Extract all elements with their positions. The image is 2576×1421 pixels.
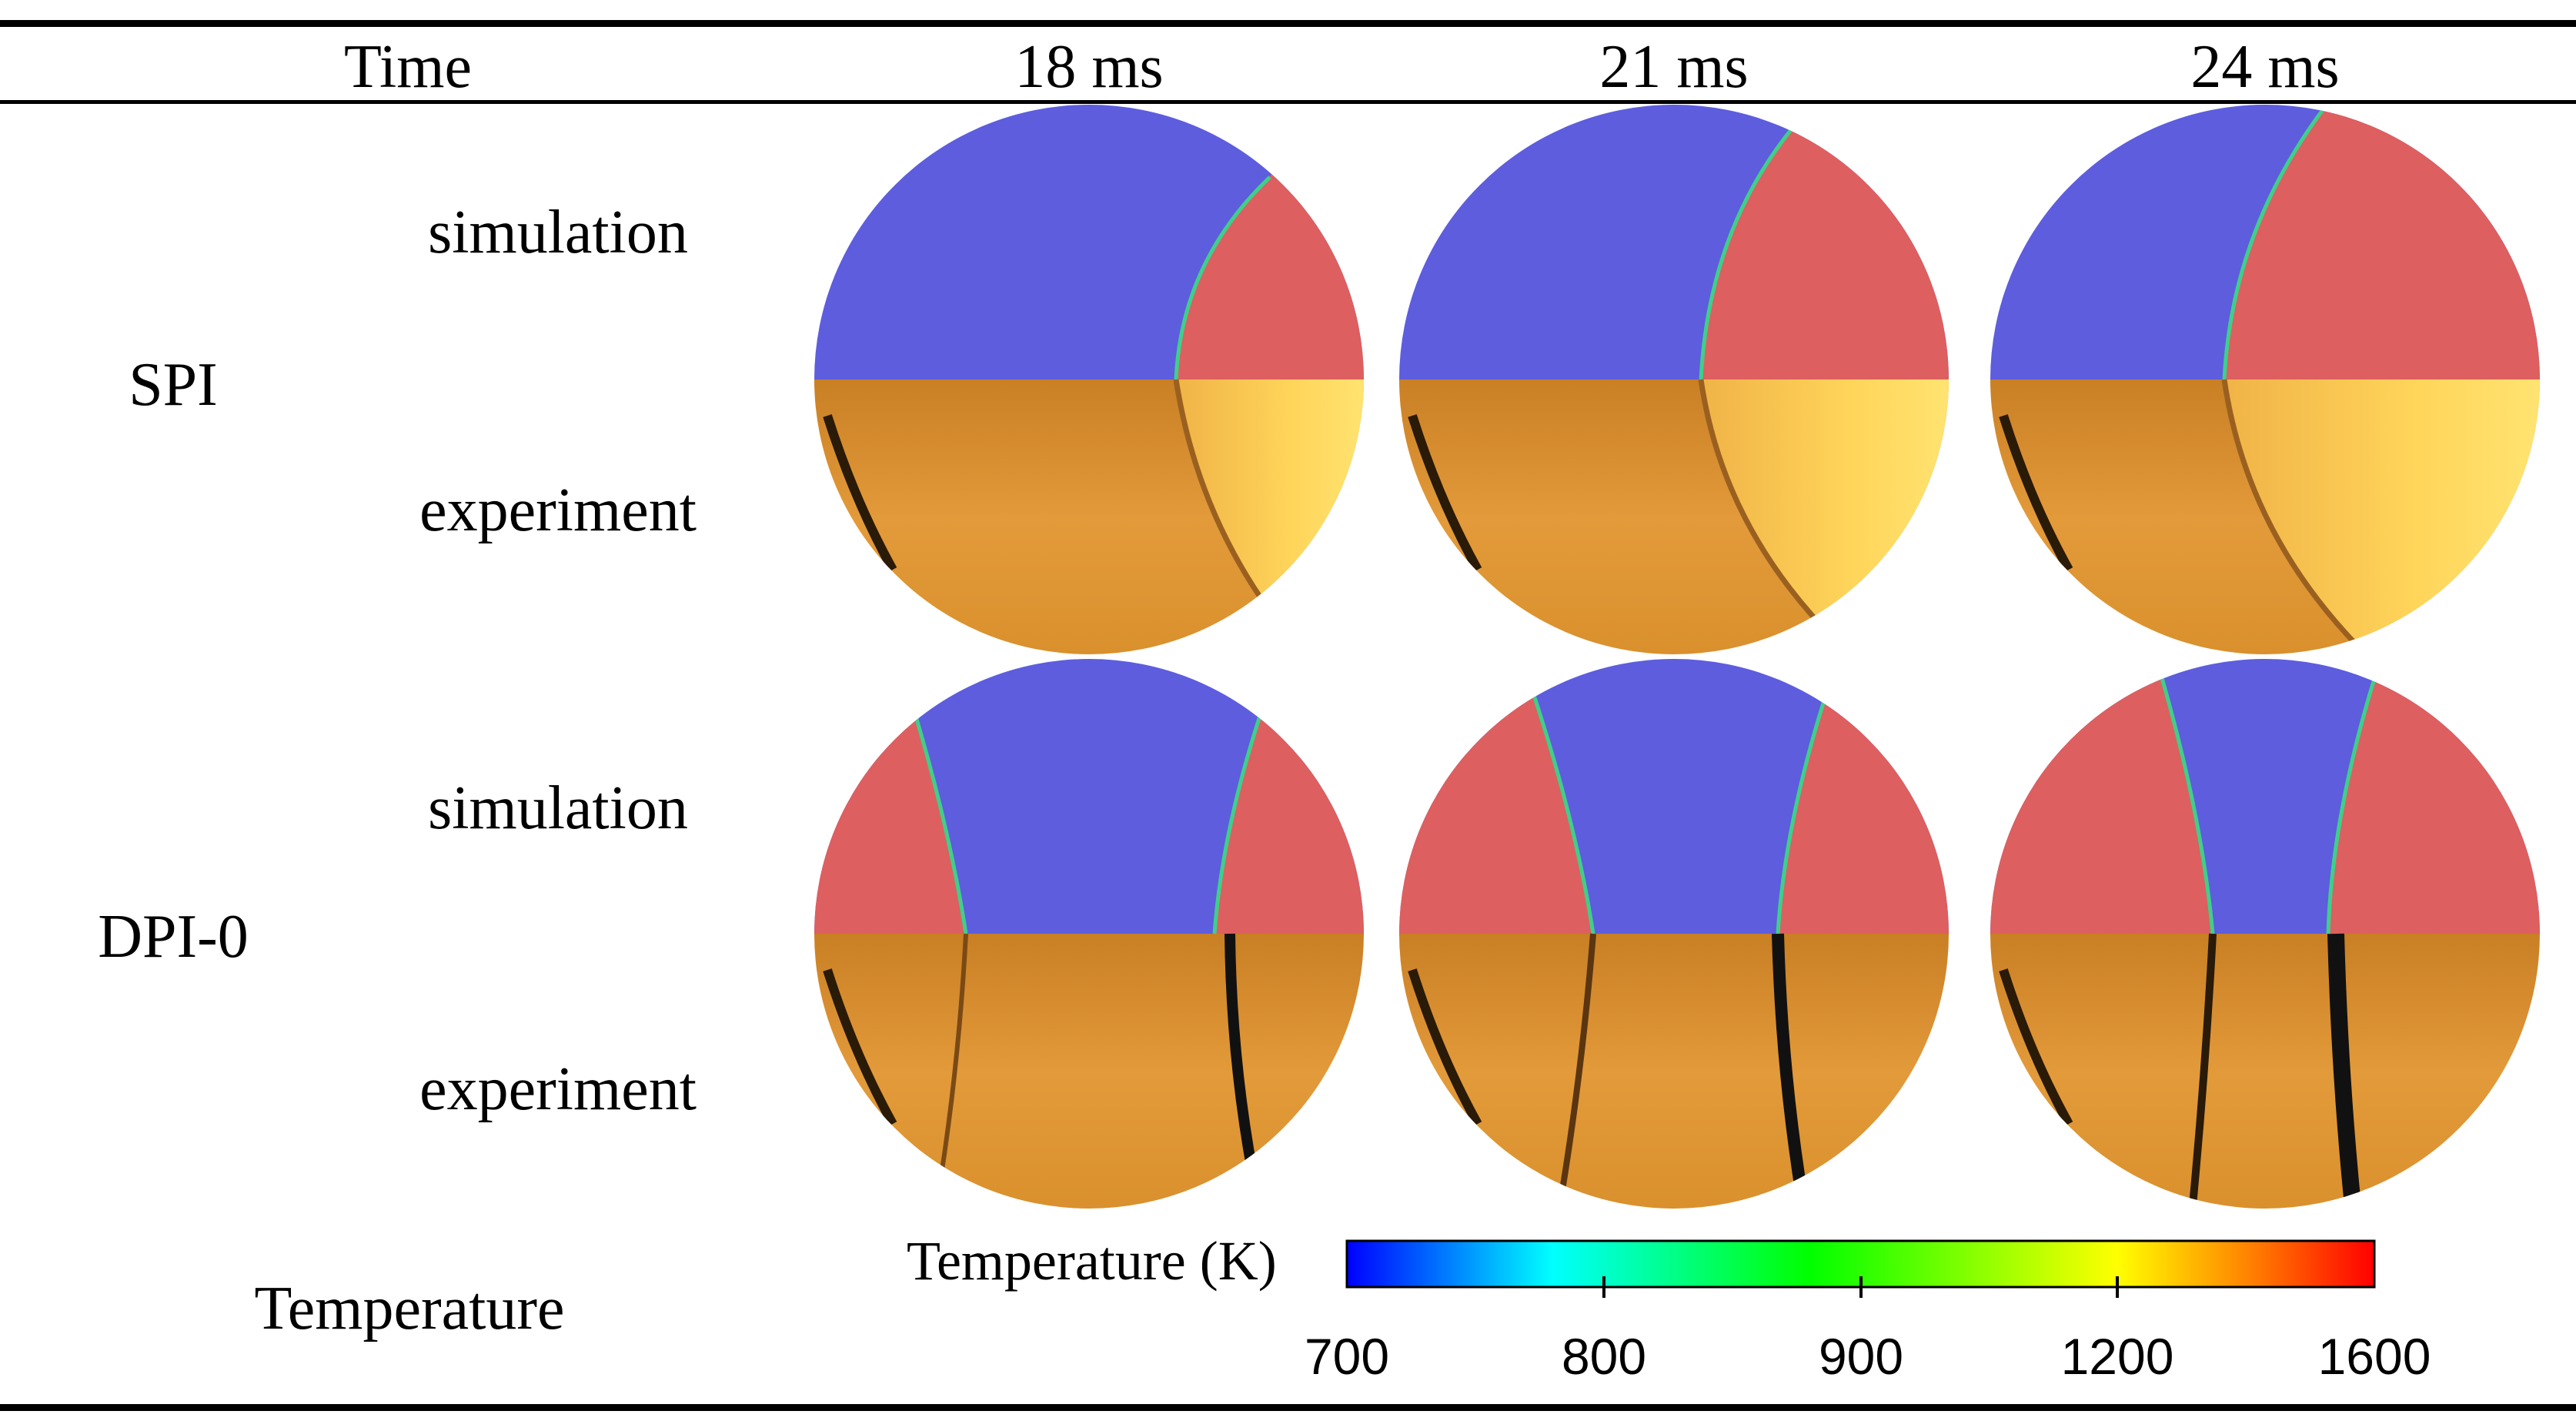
panel-spi-18ms [814, 105, 1364, 654]
exp-front-left [2188, 933, 2217, 1209]
header-rule [0, 100, 2576, 104]
flame-front-line [1699, 125, 1795, 380]
exp-dark-streak [1408, 968, 1482, 1126]
exp-dark-streak [1999, 414, 2073, 572]
panel-dpi0-24ms [1990, 659, 2540, 1209]
column-header-3: 24 ms [2190, 33, 2340, 101]
column-header-2: 21 ms [1599, 33, 1749, 101]
flame-front-right [2326, 659, 2384, 935]
colorbar-tick-label-1600: 1600 [2317, 1328, 2431, 1385]
exp-half [814, 934, 1364, 1209]
row-label-dpi0-experiment: experiment [419, 1055, 697, 1123]
time-header: Time [343, 33, 473, 101]
panel-spi-21ms [1399, 105, 1949, 654]
colorbar-tick-label-1200: 1200 [2060, 1328, 2174, 1385]
panel-dpi0-18ms [814, 659, 1364, 1209]
panel-dpi0-21ms [1399, 659, 1949, 1209]
colorbar-tick-label-700: 700 [1304, 1328, 1390, 1385]
group-label-spi: SPI [129, 351, 218, 419]
group-label-dpi0: DPI-0 [98, 903, 249, 971]
top-rule [0, 20, 2576, 27]
exp-half [1399, 934, 1949, 1209]
exp-front-left [1555, 933, 1596, 1209]
row-label-spi-experiment: experiment [419, 476, 697, 544]
colorbar-tick-label-900: 900 [1818, 1328, 1904, 1385]
row-label-spi-simulation: simulation [428, 199, 688, 266]
flame-front-line [2222, 106, 2327, 380]
exp-flame-edge [2221, 379, 2373, 654]
row-label-dpi0-simulation: simulation [428, 774, 688, 842]
exp-dark-streak [823, 968, 897, 1126]
colorbar-title: Temperature (K) [907, 1230, 1277, 1292]
colorbar-tick-label-800: 800 [1561, 1328, 1647, 1385]
exp-dark-streak [1408, 414, 1482, 572]
exp-dark-streak [1999, 968, 2073, 1126]
exp-front-right [1772, 933, 1811, 1209]
flame-front-line [1174, 176, 1271, 380]
exp-dark-streak [823, 414, 897, 572]
bottom-rule [0, 1404, 2576, 1411]
exp-half [1990, 934, 2540, 1209]
temperature-row-label: Temperature [254, 1275, 565, 1342]
panel-spi-24ms [1990, 105, 2540, 654]
column-header-1: 18 ms [1014, 33, 1164, 101]
exp-front-right [2327, 933, 2362, 1209]
flame-front-left [2153, 659, 2215, 935]
